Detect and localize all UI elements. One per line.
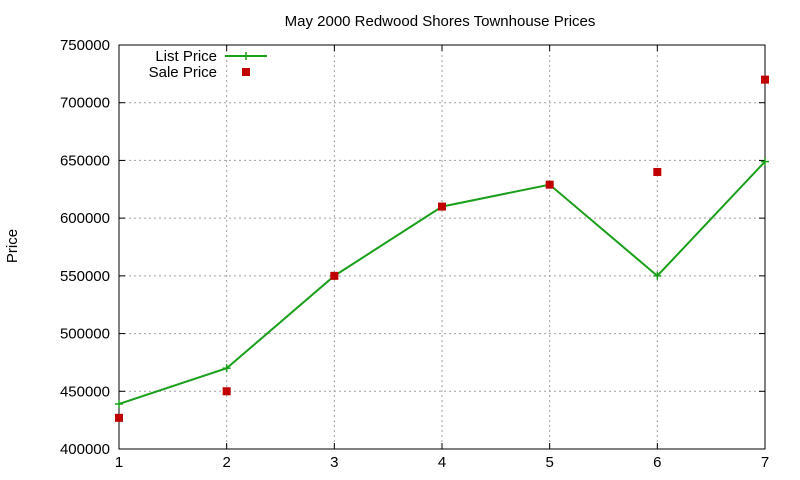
sale-price-point [545, 180, 554, 189]
y-tick-label: 450000 [60, 383, 110, 400]
list-price-point [242, 52, 250, 60]
legend-label: List Price [155, 48, 217, 65]
list-price-line [118, 160, 766, 405]
y-tick-label: 500000 [60, 326, 110, 343]
y-tick-label: 600000 [60, 210, 110, 227]
axis-ticks: 1 2 3 4 5 6 7 400000 450000 500000 550000 600000 650… [60, 37, 769, 471]
list-price-point [761, 157, 769, 166]
chart-title: May 2000 Redwood Shores Townhouse Prices [285, 13, 596, 30]
sale-price-point [222, 387, 231, 396]
list-price-point [222, 364, 231, 373]
list-price-point [115, 399, 123, 408]
y-axis-label: Price [4, 229, 21, 263]
x-tick-label: 2 [222, 454, 230, 471]
sale-price-point [653, 167, 662, 176]
data-series [115, 75, 769, 422]
legend-square-sample [242, 68, 250, 76]
grid-lines [119, 45, 765, 449]
x-tick-label: 1 [115, 454, 123, 471]
y-tick-label: 650000 [60, 152, 110, 169]
y-tick-label: 750000 [60, 37, 110, 54]
y-tick-label: 550000 [60, 268, 110, 285]
x-tick-label: 7 [761, 454, 769, 471]
list-price-point [653, 271, 662, 280]
sale-price-point [330, 271, 339, 280]
sale-price-point [761, 75, 769, 84]
y-tick-label: 700000 [60, 95, 110, 112]
y-tick-label: 400000 [60, 441, 110, 458]
sale-price-point [438, 202, 446, 211]
sale-price-point [115, 413, 123, 422]
x-tick-label: 3 [330, 454, 338, 471]
x-tick-label: 4 [438, 454, 446, 471]
legend-label: Sale Price [149, 64, 217, 81]
x-tick-label: 5 [545, 454, 553, 471]
x-tick-label: 6 [653, 454, 661, 471]
